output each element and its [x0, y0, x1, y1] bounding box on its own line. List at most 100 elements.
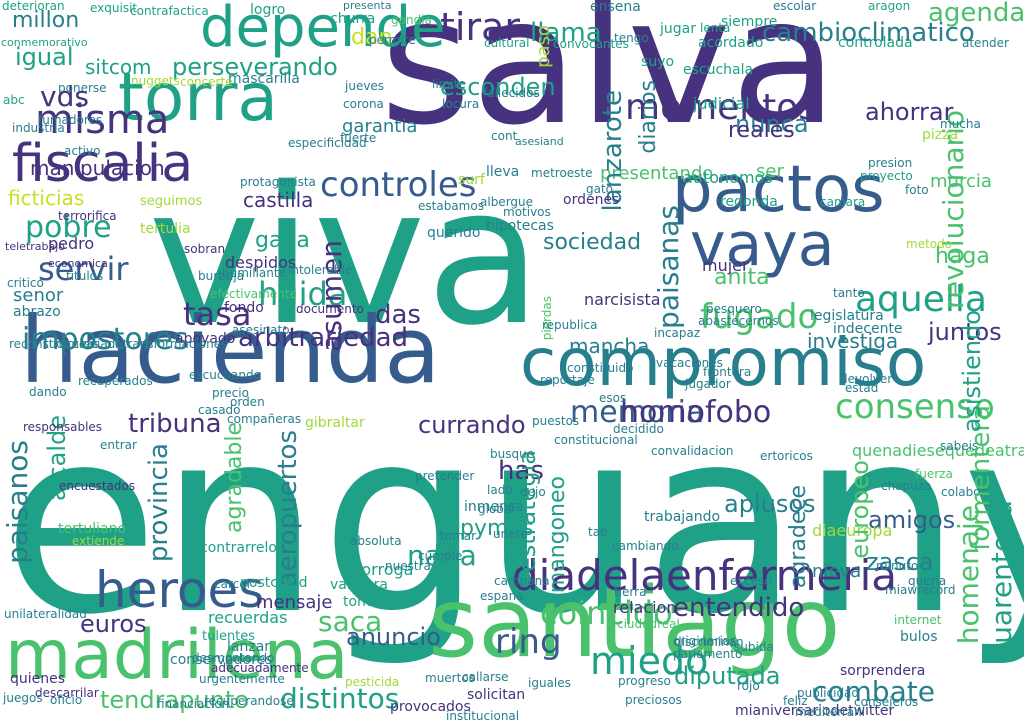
word-suyo: suyo — [641, 54, 675, 70]
word-jugar: jugar — [660, 21, 696, 37]
word-tendrapunto: tendrapunto — [100, 686, 249, 714]
word-tribuna: tribuna — [128, 409, 222, 439]
word-queria: queria — [908, 574, 947, 588]
word-sociedad: sociedad — [543, 230, 642, 255]
word-autonomos: autonomos — [683, 168, 773, 187]
word-concerte: concerte — [180, 75, 233, 89]
word-humillante: humillante — [222, 266, 286, 280]
word-tertuliano: tertuliano — [58, 521, 127, 537]
word-nuestra: nuestra — [385, 559, 431, 573]
word-mianiversariodetwitter: mianiversariodetwitter — [735, 703, 895, 719]
word-currando: currando — [418, 411, 526, 439]
word-encuestados: encuestados — [59, 479, 136, 493]
word-estad: estad — [845, 381, 879, 395]
word-diadelaenfermeria: diadelaenfermeria — [512, 551, 898, 600]
word-millon: millon — [12, 8, 80, 33]
word-constitucional: constitucional — [554, 433, 638, 447]
word-conmemorativo: conmemorativo — [1, 36, 88, 49]
word-terrorifica: terrorifica — [58, 209, 117, 223]
word-reales: reales — [728, 118, 795, 143]
word-euros: euros — [80, 610, 147, 638]
word-ordenes: ordenes — [563, 192, 620, 208]
word-dan: dan — [351, 25, 393, 50]
word-provocados: provocados — [390, 699, 471, 715]
word-ser: ser — [756, 161, 784, 182]
word-igual: igual — [15, 43, 74, 71]
word-especificidad: especificidad — [288, 136, 367, 150]
word-coincido: coincido — [540, 594, 673, 632]
word-fugado: fugado — [700, 297, 819, 337]
word-gandia: gandia — [391, 13, 432, 27]
word-servir: servir — [38, 250, 129, 288]
word-perseverando: perseverando — [172, 53, 338, 81]
word-busque: busque — [490, 447, 535, 461]
word-casado: casado — [198, 403, 241, 417]
word-fumadores: fumadores — [38, 113, 103, 127]
word-orden: orden — [230, 395, 265, 409]
word-asumen: asumen — [315, 240, 348, 352]
word-limite: limite — [432, 77, 466, 91]
word-apoyado: apoyado — [175, 331, 236, 347]
word-bulos: bulos — [900, 629, 938, 645]
word-decidido: decidido — [613, 422, 664, 436]
word-tudancas: tudancas — [44, 337, 100, 351]
word-europeo: europeo — [846, 460, 874, 559]
word-teletrabajo: teletrabajo — [5, 240, 65, 253]
word-asesiand: asesiand — [515, 135, 564, 148]
word-salva: salva — [380, 0, 838, 164]
word-redonda: redonda — [720, 194, 778, 210]
word-arbitrariedad: arbitrariedad — [238, 323, 409, 353]
word-cont: cont — [491, 129, 518, 143]
word-esos: esos — [599, 391, 627, 405]
word-anita: anita — [714, 265, 770, 290]
word-pactos: pactos — [672, 153, 885, 227]
word-escuchando: escuchando — [189, 368, 261, 382]
word-activo: activo — [64, 144, 101, 158]
word-paisanas: paisanas — [652, 205, 685, 329]
word-torra: torra — [118, 59, 278, 136]
word-valorara: valorara — [330, 577, 388, 593]
word-investiga: investiga — [807, 329, 899, 353]
word-desmontando: desmontando — [192, 651, 275, 665]
word-convocantes: convocantes — [553, 37, 629, 51]
word-dando: dando — [29, 385, 67, 399]
word-judicial: judicial — [693, 94, 750, 113]
word-publicidad: publicidad — [797, 686, 860, 700]
word-aeropuertos: aeropuertos — [273, 430, 303, 588]
word-despidos: despidos — [225, 253, 297, 272]
word-pretender: pretender — [415, 469, 475, 483]
word-feliz: feliz — [783, 694, 808, 708]
word-subida: subida — [734, 640, 774, 654]
word-provincia: provincia — [144, 443, 174, 563]
word-sobran: sobran — [184, 242, 226, 256]
word-fondo: fondo — [224, 300, 264, 316]
word-pesquero: pesquero — [706, 302, 762, 316]
word-paisanos: paisanos — [1, 440, 34, 564]
word-has: has — [498, 456, 544, 486]
word-cambioclimatico: cambioclimatico — [762, 18, 975, 48]
word-juegos: juegos — [3, 691, 43, 705]
word-lado: lado — [487, 483, 513, 497]
word-impostores: impostores — [22, 322, 189, 357]
word-presion: presion — [868, 156, 913, 170]
word-exquisit: exquisit — [90, 1, 138, 15]
word-extiende: extiende — [72, 534, 125, 548]
word-huida: huida — [258, 275, 348, 313]
word-sorprendera: sorprendera — [840, 663, 926, 679]
word-legislatura: legislatura — [810, 308, 884, 324]
word-vds: vds — [40, 80, 89, 113]
word-santiago: santiago — [428, 567, 841, 679]
word-ring: ring — [495, 622, 562, 662]
word-contrarrelo: contrarrelo — [200, 540, 277, 556]
word-cultural: cultural — [484, 36, 530, 50]
word-exceso: exceso — [730, 574, 772, 588]
word-recuerdas: recuerdas — [208, 608, 288, 627]
word-cambiando: cambiando — [612, 539, 679, 553]
word-saca: saca — [318, 605, 383, 638]
word-abastecernos: abastecernos — [698, 314, 779, 328]
word-aplusos: aplusos — [724, 490, 816, 518]
word-siempre: siempre — [721, 14, 778, 30]
word-responsables: responsables — [23, 420, 103, 434]
word-precio: precio — [212, 386, 249, 400]
word-constituido: constituido — [567, 361, 634, 375]
